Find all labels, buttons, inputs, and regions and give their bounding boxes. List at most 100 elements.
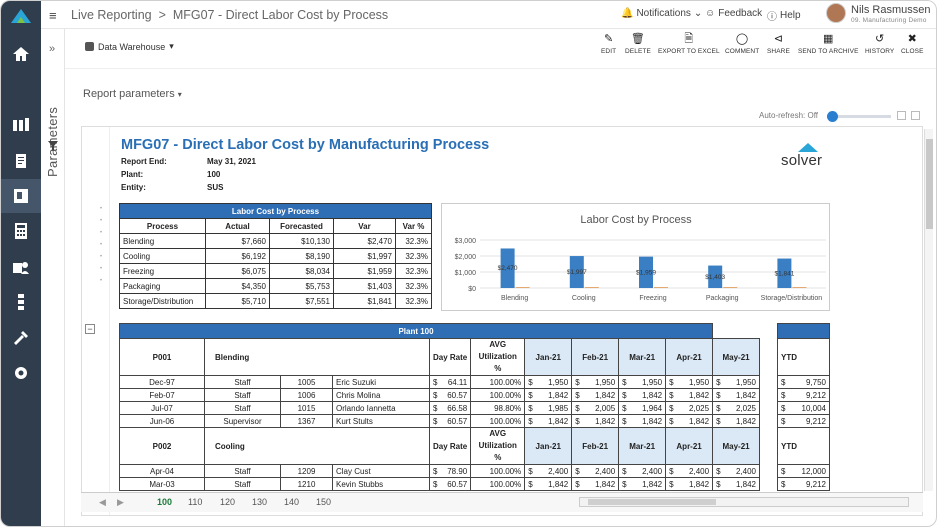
sheet-tab-140[interactable]: 140 [284,497,300,507]
month-header: May-21 [712,338,761,376]
settings-gear-icon[interactable] [1,356,41,390]
currency-symbol: $ [428,401,442,415]
employee-id-cell: 1015 [280,401,333,415]
horizontal-scrollbar[interactable] [579,497,909,507]
ytd-value: 10,004 [801,403,826,413]
scroll-thumb[interactable] [588,499,716,505]
history-button[interactable]: ↺ HISTORY [865,34,894,56]
share-label: SHARE [767,48,790,55]
table-row: Feb-07 Staff 1006 Chris Molina $60.57 100.00%… [119,388,761,402]
report-parameters-toggle[interactable]: Report parameters ▾ [83,88,182,100]
role-cell: Staff [204,388,281,402]
chevron-down-icon: ⌄ [693,8,703,19]
month-header: Jan-21 [524,427,573,465]
avatar[interactable] [826,3,846,23]
table-row: Storage/Distribution $5,710 $7,551 $1,841 32… [119,293,432,309]
value-cell: $1,959 [333,263,396,279]
hierarchy-icon[interactable] [1,285,41,319]
expand-icon[interactable] [897,111,906,120]
logo-icon [11,9,31,23]
month-value-cell: 1,842 [629,414,667,428]
sheet-tab-150[interactable]: 150 [316,497,332,507]
auto-refresh-slider[interactable] [827,115,891,118]
role-cell: Staff [204,401,281,415]
table-row: Cooling $6,192 $8,190 $1,997 32.3% [119,248,432,264]
collapse-group-button[interactable]: − [85,324,95,334]
currency-symbol: $ [781,466,786,476]
library-icon[interactable] [1,108,41,142]
month-header: Mar-21 [618,338,667,376]
chart-title: Labor Cost by Process [580,214,692,226]
report-toolbar: Data Warehouse ▾ ✎ EDIT 🗑 DELETE 🗎 EXPORT T… [65,29,936,69]
value-cell: $1,403 [333,278,396,294]
tab-prev-icon[interactable]: ◀ [99,497,106,507]
clipboard-icon[interactable] [1,143,41,177]
send-to-archive-button[interactable]: ▦ SEND TO ARCHIVE [798,34,859,56]
ytd-cell: $9,212 [777,388,830,402]
breadcrumb-root[interactable]: Live Reporting [71,8,152,22]
expand-chevron-icon[interactable]: » [49,43,56,55]
group-header-row: YTD [777,338,830,376]
group-header-row: YTD [777,427,830,465]
edit-button[interactable]: ✎ EDIT [601,34,617,56]
close-icon: ✖ [907,33,917,45]
data-source-dropdown[interactable]: Data Warehouse ▾ [85,41,174,52]
sheet-tab-130[interactable]: 130 [252,497,268,507]
ytd-cell: $10,004 [777,401,830,415]
sheet-tab-110[interactable]: 110 [188,497,203,507]
value-cell: $1,841 [333,293,396,309]
parameters-label[interactable]: Parameters [45,87,61,177]
utilization-cell: 100.00% [470,464,526,478]
share-button[interactable]: ⊲ SHARE [767,34,790,56]
currency-symbol: $ [618,375,630,389]
month-value-cell: 1,842 [535,414,573,428]
tools-icon[interactable] [1,321,41,355]
users-icon[interactable] [1,250,41,284]
sheet-tab-100[interactable]: 100 [157,497,173,507]
hamburger-menu-icon[interactable]: ≡ [49,8,57,23]
close-button[interactable]: ✖ CLOSE [901,33,924,56]
currency-symbol: $ [428,464,442,478]
day-rate-cell: 66.58 [441,401,472,415]
ytd-cell: $9,212 [777,477,830,491]
month-value-cell: 1,842 [535,477,573,491]
month-value-cell: 1,842 [629,477,667,491]
feedback-button[interactable]: ☺ Feedback [705,8,762,19]
solver-logo: solver [781,152,823,169]
value-cell: $8,190 [269,248,334,264]
calculator-icon[interactable] [1,214,41,248]
filter-icon[interactable] [48,141,58,151]
bar-actual [639,256,653,288]
scroll-thumb[interactable] [926,139,933,229]
edit-label: EDIT [601,48,617,55]
vertical-scrollbar[interactable] [924,129,933,491]
reports-icon[interactable] [1,179,41,213]
currency-symbol: $ [571,464,583,478]
utilization-cell: 100.00% [470,388,526,402]
day-rate-cell: 64.11 [441,375,472,389]
table-row: Blending $7,660 $10,130 $2,470 32.3% [119,233,432,249]
tab-next-icon[interactable]: ▶ [117,497,124,507]
grid-icon[interactable] [911,111,920,120]
ytd-cell: $9,750 [777,375,830,389]
currency-symbol: $ [571,375,583,389]
top-bar: ≡ Live Reporting > MFG07 - Direct Labor … [41,1,936,29]
help-button[interactable]: ⓘ Help [767,8,801,23]
ytd-value: 12,000 [801,466,826,476]
export-icon: 🗎 [684,33,694,45]
user-name[interactable]: Nils Rasmussen [851,4,931,16]
comment-button[interactable]: ◯ COMMENT [725,34,759,56]
export-label: EXPORT TO EXCEL [658,48,720,55]
bar-actual [500,248,515,288]
utilization-cell: 100.00% [470,414,526,428]
delete-button[interactable]: 🗑 DELETE [625,34,651,56]
export-excel-button[interactable]: 🗎 EXPORT TO EXCEL [658,33,720,56]
notifications-menu[interactable]: 🔔 Notifications ⌄ [621,8,702,19]
auto-refresh-knob[interactable] [827,111,838,122]
ytd-table: YTD $9,750 $9,212 $10,004 $9,212 YTD $12,000 $9… [777,323,830,491]
sheet-tab-120[interactable]: 120 [220,497,236,507]
employee-name-cell: Kurt Stults [332,414,430,428]
home-icon[interactable] [1,37,41,71]
smiley-icon: ☺ [705,8,716,19]
currency-symbol: $ [571,388,583,402]
